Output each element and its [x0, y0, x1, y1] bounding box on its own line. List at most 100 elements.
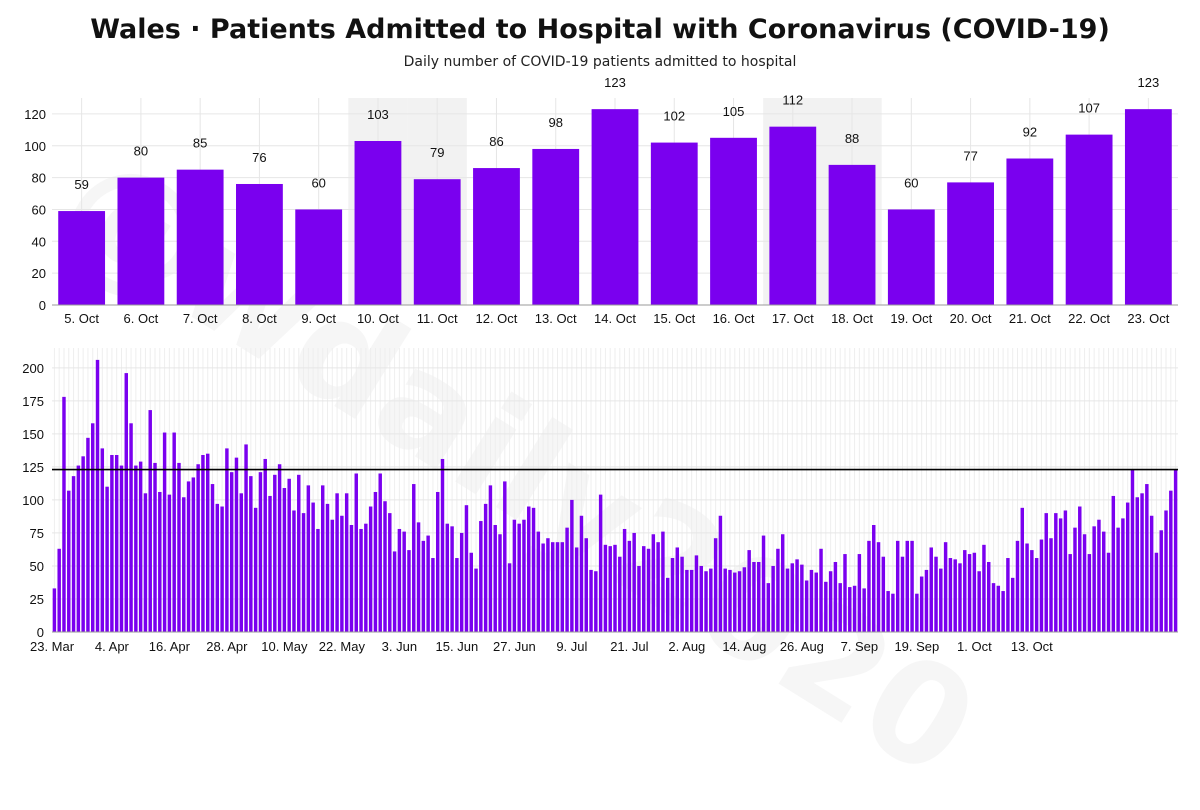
bar — [987, 561, 991, 632]
y-tick-label: 100 — [22, 493, 44, 508]
bar — [598, 494, 603, 632]
bar — [1001, 591, 1005, 632]
bar — [670, 558, 675, 632]
bar — [929, 547, 933, 632]
bar — [761, 535, 766, 632]
x-tick-label: 18. Oct — [831, 311, 873, 326]
bar — [354, 473, 358, 632]
bar — [273, 474, 277, 632]
bar — [1006, 158, 1054, 305]
bar — [709, 568, 713, 632]
bar — [536, 531, 541, 632]
bar — [550, 542, 555, 632]
bar — [953, 559, 957, 632]
bar — [828, 571, 833, 632]
bar — [493, 525, 497, 632]
bar — [958, 563, 962, 632]
bar — [263, 458, 267, 632]
bar — [407, 550, 411, 632]
bar — [1097, 519, 1101, 632]
bar — [119, 465, 124, 632]
bar — [713, 538, 718, 632]
bar — [1149, 515, 1154, 632]
bar — [887, 209, 935, 305]
bar — [594, 571, 598, 632]
bar — [996, 585, 1001, 632]
bar — [512, 519, 517, 632]
bar — [177, 462, 181, 632]
bar — [532, 148, 580, 305]
data-label: 98 — [549, 115, 563, 130]
x-tick-label: 14. Aug — [722, 639, 766, 654]
data-label: 60 — [904, 175, 918, 190]
bar — [723, 568, 727, 632]
bar — [1154, 552, 1159, 632]
y-tick-label: 120 — [24, 107, 46, 122]
bar — [584, 538, 588, 632]
bar — [100, 448, 105, 632]
bar — [244, 444, 248, 632]
x-tick-label: 5. Oct — [64, 311, 99, 326]
bar — [632, 532, 636, 632]
bar — [1159, 530, 1163, 632]
bar — [1006, 558, 1010, 632]
bar — [780, 534, 785, 632]
bar — [239, 493, 243, 632]
x-tick-label: 28. Apr — [206, 639, 248, 654]
bar — [857, 554, 862, 632]
bar — [1124, 109, 1172, 306]
y-tick-label: 175 — [22, 394, 44, 409]
y-tick-label: 200 — [22, 361, 44, 376]
bar — [565, 527, 569, 632]
bar — [459, 532, 464, 632]
bar — [392, 551, 397, 632]
bar — [982, 544, 986, 632]
bar — [450, 526, 454, 632]
bar — [680, 556, 684, 632]
bar — [105, 486, 109, 632]
bar — [253, 507, 258, 632]
bar — [613, 544, 617, 632]
bar — [747, 550, 751, 632]
bar — [378, 473, 382, 632]
bar — [881, 556, 886, 632]
x-tick-label: 20. Oct — [950, 311, 992, 326]
bar — [1145, 484, 1149, 632]
data-label: 80 — [134, 144, 148, 159]
x-tick-label: 21. Jul — [610, 639, 648, 654]
x-tick-label: 10. May — [261, 639, 308, 654]
data-label: 59 — [74, 177, 88, 192]
bar — [848, 587, 852, 632]
x-tick-label: 22. May — [319, 639, 366, 654]
bar — [1063, 510, 1068, 632]
data-label: 112 — [782, 93, 803, 108]
bar — [570, 499, 574, 632]
bar — [685, 569, 689, 632]
bar — [354, 140, 402, 305]
x-tick-label: 13. Oct — [1011, 639, 1053, 654]
bar — [445, 523, 450, 632]
bar — [182, 497, 186, 632]
bar — [541, 543, 545, 632]
data-label: 76 — [252, 150, 266, 165]
bar — [622, 528, 627, 632]
bar — [205, 453, 210, 632]
bar — [153, 462, 157, 632]
x-tick-label: 19. Oct — [890, 311, 932, 326]
bar — [574, 547, 579, 632]
bar — [824, 581, 828, 632]
bar — [234, 457, 239, 632]
bar — [402, 531, 406, 632]
chart-title: Wales · Patients Admitted to Hospital wi… — [90, 14, 1110, 45]
bar — [483, 503, 488, 632]
bar — [555, 542, 560, 632]
bar — [650, 142, 698, 305]
bar — [292, 510, 296, 632]
bar — [95, 359, 100, 632]
bar — [1034, 558, 1039, 632]
bar — [560, 542, 565, 632]
bar — [742, 567, 747, 632]
bar — [297, 474, 301, 632]
bar — [421, 540, 426, 632]
bar — [1169, 490, 1173, 632]
